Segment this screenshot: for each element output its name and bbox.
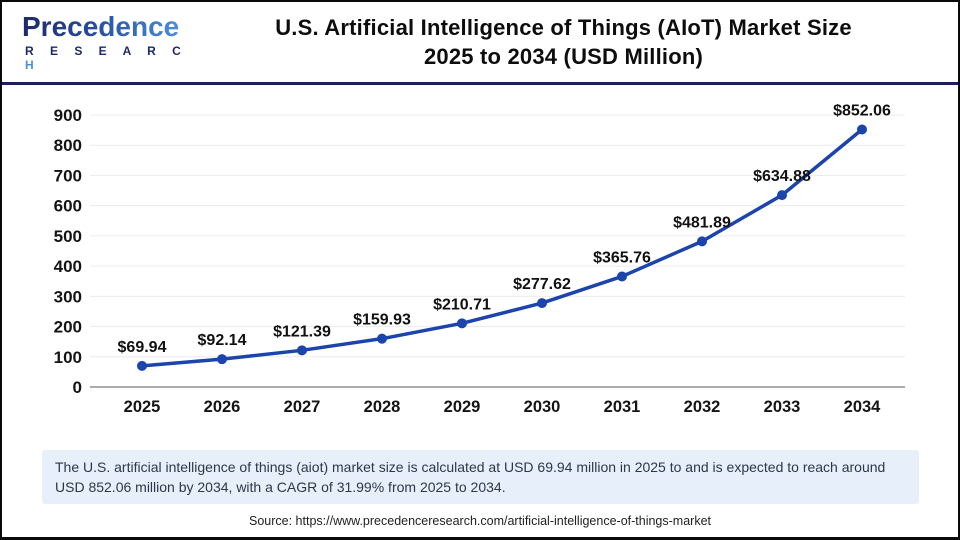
data-point: [297, 345, 307, 356]
chart-title-line1: U.S. Artificial Intelligence of Things (…: [275, 15, 852, 40]
x-tick-label: 2025: [124, 398, 161, 416]
x-tick-label: 2027: [284, 398, 321, 416]
x-tick-label: 2033: [764, 398, 801, 416]
x-tick-label: 2031: [604, 398, 641, 416]
logo-subtitle-main: R E S E A R C: [25, 44, 188, 58]
x-tick-label: 2029: [444, 398, 481, 416]
data-label: $634.88: [753, 168, 811, 185]
x-tick-label: 2032: [684, 398, 721, 416]
data-point: [217, 354, 227, 365]
x-tick-label: 2030: [524, 398, 561, 416]
y-tick-label: 300: [54, 287, 82, 306]
chart-title-line2: 2025 to 2034 (USD Million): [423, 44, 704, 69]
data-label: $69.94: [118, 339, 167, 356]
y-tick-label: 600: [54, 197, 82, 216]
data-label: $365.76: [593, 249, 651, 266]
header: Precedence R E S E A R C H U.S. Artifici…: [2, 2, 958, 85]
data-label: $277.62: [513, 276, 571, 293]
data-point: [537, 298, 547, 309]
y-tick-label: 0: [73, 378, 82, 397]
precedence-research-logo: Precedence R E S E A R C H: [16, 11, 207, 73]
data-label: $121.39: [273, 323, 331, 340]
data-label: $852.06: [833, 102, 891, 119]
data-point: [857, 124, 867, 135]
y-tick-label: 500: [54, 227, 82, 246]
data-label: $92.14: [198, 332, 247, 349]
y-tick-label: 800: [54, 136, 82, 155]
market-chart: 0 100 200 300 400 500 600 700 800 900 2025 2026 2027…: [54, 102, 905, 416]
data-label: $210.71: [433, 296, 491, 313]
summary-note: The U.S. artificial intelligence of thin…: [42, 450, 919, 504]
y-tick-label: 400: [54, 257, 82, 276]
y-tick-label: 200: [54, 318, 82, 337]
chart-title: U.S. Artificial Intelligence of Things (…: [207, 13, 944, 71]
y-tick-label: 900: [54, 106, 82, 125]
data-point: [137, 360, 147, 371]
y-tick-label: 100: [54, 348, 82, 367]
data-point: [457, 318, 467, 329]
data-point: [617, 271, 627, 282]
x-tick-label: 2028: [364, 398, 401, 416]
x-tick-label: 2034: [844, 398, 882, 416]
x-tick-label: 2026: [204, 398, 241, 416]
logo-wordmark: Precedence: [22, 11, 180, 42]
data-point: [697, 236, 707, 247]
data-point: [777, 190, 787, 201]
logo-subtitle-last-letter: H: [25, 58, 41, 72]
series-line: [140, 127, 864, 368]
data-label: $159.93: [353, 312, 411, 329]
y-tick-label: 700: [54, 166, 82, 185]
data-point: [377, 333, 387, 344]
source-citation: Source: https://www.precedenceresearch.c…: [249, 514, 711, 528]
logo-subtitle: R E S E A R C H: [22, 44, 207, 72]
data-label: $481.89: [673, 214, 731, 231]
chart-area: 0 100 200 300 400 500 600 700 800 900 2025 2026 2027…: [2, 85, 958, 442]
